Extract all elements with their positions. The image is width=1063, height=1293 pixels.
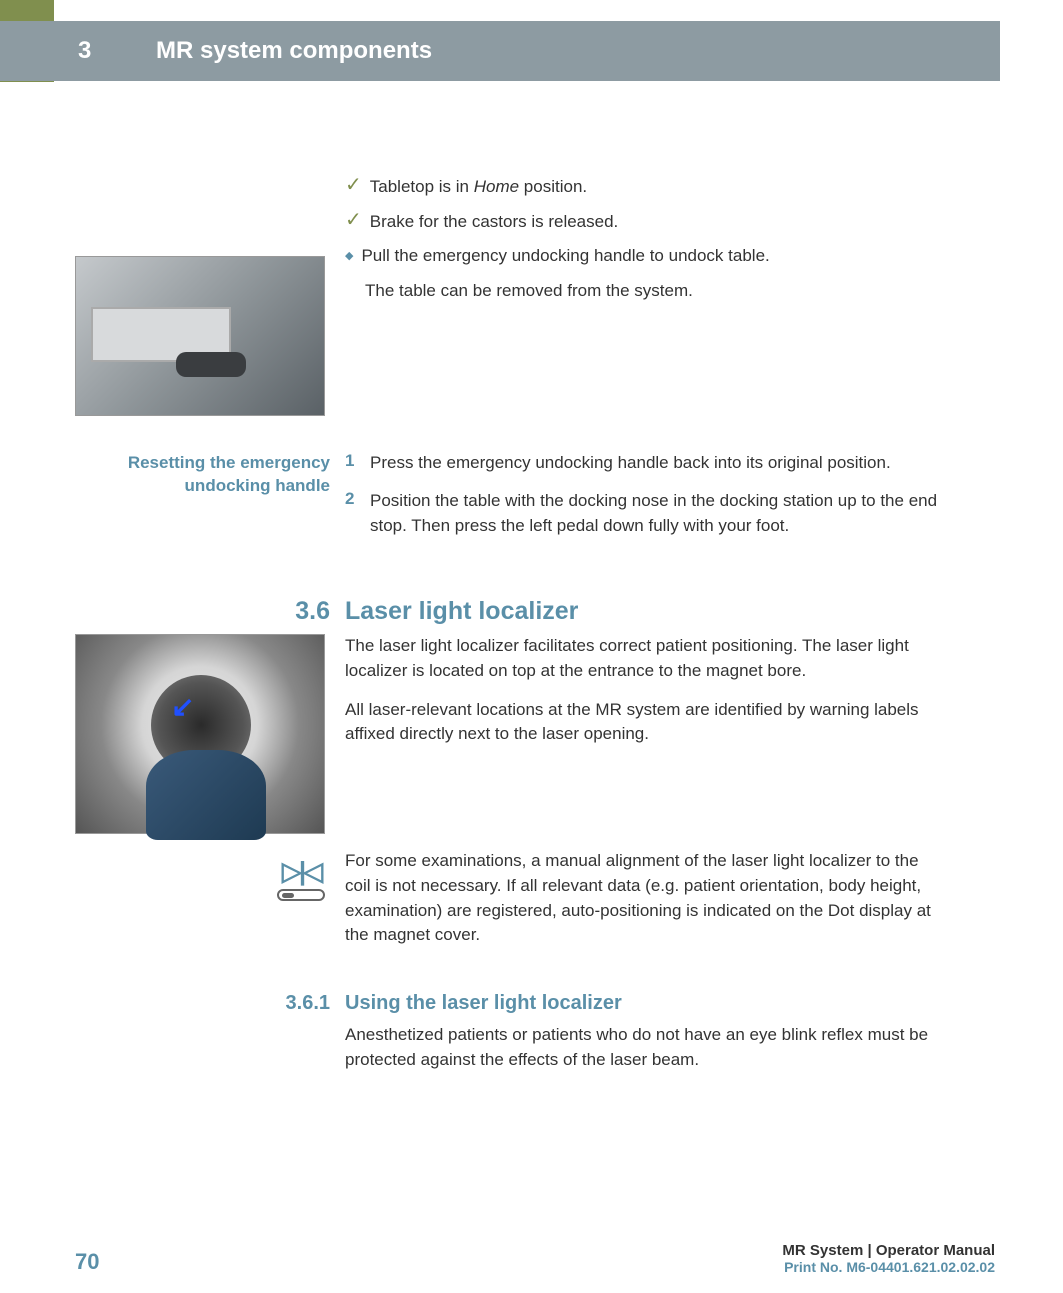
chapter-header: 3 MR system components — [0, 21, 1000, 81]
section-number: 3.6 — [295, 597, 330, 625]
step-item: 1 Press the emergency undocking handle b… — [345, 451, 945, 476]
chapter-title: MR system components — [156, 37, 432, 65]
arrows-icon: ▷|◁ — [282, 856, 320, 887]
table-icon — [277, 889, 325, 901]
page-content: ✓ Tabletop is in Home position. ✓ Brake … — [0, 175, 1000, 1098]
paragraph: All laser-relevant locations at the MR s… — [345, 698, 945, 747]
chapter-number: 3 — [78, 37, 91, 65]
margin-heading: Resetting the emergency undocking handle — [0, 451, 330, 499]
prereq-text: Tabletop is in Home position. — [370, 175, 587, 200]
step-text: Position the table with the docking nose… — [370, 489, 945, 538]
figure-laser-localizer: ↙ — [75, 634, 325, 834]
step-number: 1 — [345, 451, 360, 476]
page-number: 70 — [75, 1249, 99, 1275]
autoposition-icon: ▷|◁ — [272, 849, 330, 907]
subsection-heading: Using the laser light localizer — [345, 992, 622, 1014]
print-number: Print No. M6-04401.621.02.02.02 — [782, 1259, 995, 1275]
text-fragment: Tabletop is in — [370, 177, 474, 196]
step-text: Press the emergency undocking handle bac… — [370, 451, 891, 476]
margin-heading-line: undocking handle — [185, 476, 330, 495]
subsection-number: 3.6.1 — [286, 992, 330, 1014]
section-heading: Laser light localizer — [345, 597, 578, 625]
margin-heading-line: Resetting the emergency — [128, 453, 330, 472]
check-icon: ✓ — [345, 175, 362, 195]
figure-undock-handle — [75, 256, 325, 416]
check-icon: ✓ — [345, 210, 362, 230]
text-italic: Home — [474, 177, 519, 196]
arrow-icon: ↙ — [171, 690, 194, 723]
paragraph: For some examinations, a manual alignmen… — [345, 849, 945, 948]
paragraph: The laser light localizer facilitates co… — [345, 634, 945, 683]
prereq-item: ✓ Tabletop is in Home position. — [345, 175, 945, 200]
manual-title: MR System | Operator Manual — [782, 1242, 995, 1259]
paragraph: Anesthetized patients or patients who do… — [345, 1023, 945, 1072]
step-item: 2 Position the table with the docking no… — [345, 489, 945, 538]
prereq-item: ✓ Brake for the castors is released. — [345, 210, 945, 235]
page-footer: 70 MR System | Operator Manual Print No.… — [75, 1242, 995, 1275]
step-number: 2 — [345, 489, 360, 538]
prereq-text: Brake for the castors is released. — [370, 210, 619, 235]
text-fragment: position. — [519, 177, 587, 196]
